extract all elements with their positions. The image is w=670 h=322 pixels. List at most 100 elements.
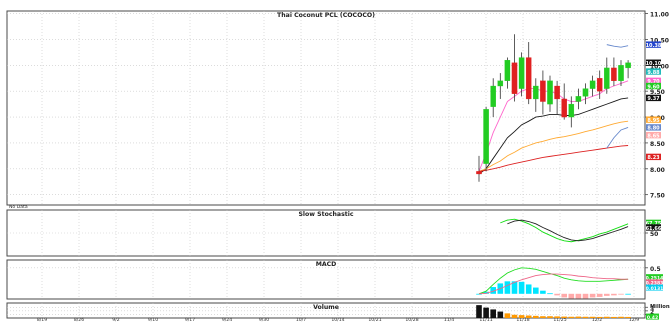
xaxis-label: 10/28 [405, 317, 418, 322]
volume-bar [540, 316, 546, 318]
stoch-line-%D [507, 219, 629, 242]
volume-unit-label: Millions [650, 304, 670, 310]
macd-tag [646, 279, 663, 286]
xaxis-label: 11/11 [479, 317, 492, 322]
macd-histogram-bar [540, 290, 546, 294]
macd-histogram-bar [511, 281, 518, 294]
stoch-tag [646, 219, 661, 227]
price-overlay-bb_upper [606, 44, 629, 48]
panel-frame-price [6, 10, 646, 206]
ytick-label-price: 8.00 [650, 167, 665, 174]
macd-tag-label: 0.0131 [646, 286, 664, 292]
volume-bar [625, 316, 631, 318]
price-overlay-ema_long2 [478, 145, 629, 172]
price-tag-label: 8.95 [647, 118, 660, 124]
candle-body [589, 80, 596, 89]
volume-bar [547, 316, 553, 318]
panel-title-price: Thai Coconut PCL (COCOCO) [277, 12, 375, 19]
macd-histogram-bar [561, 293, 567, 298]
ytick-label-stoch: 50 [650, 231, 658, 238]
volume-bar [568, 316, 575, 318]
volume-bar [490, 309, 496, 318]
price-tag-label: 9.88 [647, 70, 660, 76]
ytick-label-volume: 2 [650, 309, 654, 316]
volume-bar [511, 314, 518, 318]
price-tag [646, 94, 661, 102]
xaxis-label: 11/4 [444, 317, 454, 322]
price-overlay-ema_long1 [478, 120, 629, 172]
price-tag [646, 124, 661, 131]
price-tag [646, 77, 661, 85]
candle-body [497, 80, 504, 87]
volume-bar [596, 316, 603, 318]
xaxis-label: 9/24 [222, 317, 232, 322]
volume-bar [497, 311, 504, 318]
price-tag [646, 41, 661, 48]
xaxis-label: 12/2 [592, 317, 602, 322]
candle-body [596, 78, 603, 92]
panel-title-volume: Volume [313, 304, 339, 311]
xaxis-label: 9/17 [185, 317, 195, 322]
ytick-label-price: 7.50 [650, 193, 665, 200]
price-overlay-ema_short [478, 80, 629, 172]
candle-body [618, 65, 624, 81]
price-tag-label: 9.70 [647, 79, 660, 85]
price-tag-label: 8.80 [647, 126, 660, 132]
xaxis-label: 8/26 [74, 317, 84, 322]
price-overlay-ema_mid [478, 97, 629, 175]
volume-bar [582, 316, 589, 318]
candle-body [611, 67, 617, 81]
price-tag [646, 82, 661, 90]
macd-histogram-bar [596, 293, 603, 297]
ytick-label-macd: 0.5 [650, 266, 661, 273]
macd-line-signal [478, 273, 629, 295]
macd-histogram-bar [533, 287, 539, 294]
price-tag-label: 10.10 [646, 61, 662, 67]
xaxis-label: 10/21 [368, 317, 381, 322]
ytick-label-price: 11.00 [650, 12, 669, 19]
candle-body [625, 62, 631, 69]
volume-bar [589, 316, 596, 318]
price-tag [646, 68, 661, 75]
price-tag [646, 153, 661, 161]
stoch-line-%K [500, 218, 629, 243]
macd-tag-label: 0.2383 [646, 281, 664, 287]
volume-bar [504, 313, 511, 318]
candle-body [511, 62, 518, 94]
candle-body [504, 59, 511, 81]
volume-bar [554, 316, 560, 318]
candle-body [533, 85, 539, 100]
macd-tag [646, 274, 663, 281]
macd-histogram-bar [625, 293, 631, 295]
volume-bar [575, 316, 582, 318]
macd-line-macd [478, 267, 629, 295]
macd-histogram-bar [547, 293, 553, 295]
no-data-label: No Data [9, 204, 28, 210]
volume-bar [611, 316, 617, 318]
ytick-label-volume: 3 [650, 305, 654, 312]
volume-bar [533, 315, 539, 318]
xaxis-label: 10/7 [296, 317, 306, 322]
macd-histogram-bar [518, 281, 525, 294]
volume-bar [476, 305, 482, 318]
panel-frame-macd [6, 259, 646, 300]
stoch-tag [646, 224, 661, 231]
volume-tag-label: 0.42 [647, 315, 658, 321]
stoch-tag-label: 61.66 [646, 226, 662, 232]
xaxis-label: 10/14 [331, 317, 344, 322]
xaxis-label: 11/25 [553, 317, 566, 322]
candle-body [568, 103, 575, 118]
macd-tag [646, 284, 663, 291]
xaxis-label: 8/19 [37, 317, 47, 322]
candle-body [476, 171, 482, 175]
volume-bar [618, 316, 624, 318]
macd-histogram-bar [490, 287, 496, 294]
ytick-label-price: 10.50 [650, 37, 669, 44]
macd-histogram-bar [618, 293, 624, 295]
price-tag [646, 116, 661, 123]
price-tag [646, 59, 661, 66]
xaxis-label: 9/10 [148, 317, 158, 322]
xaxis-label: 9/30 [259, 317, 269, 322]
